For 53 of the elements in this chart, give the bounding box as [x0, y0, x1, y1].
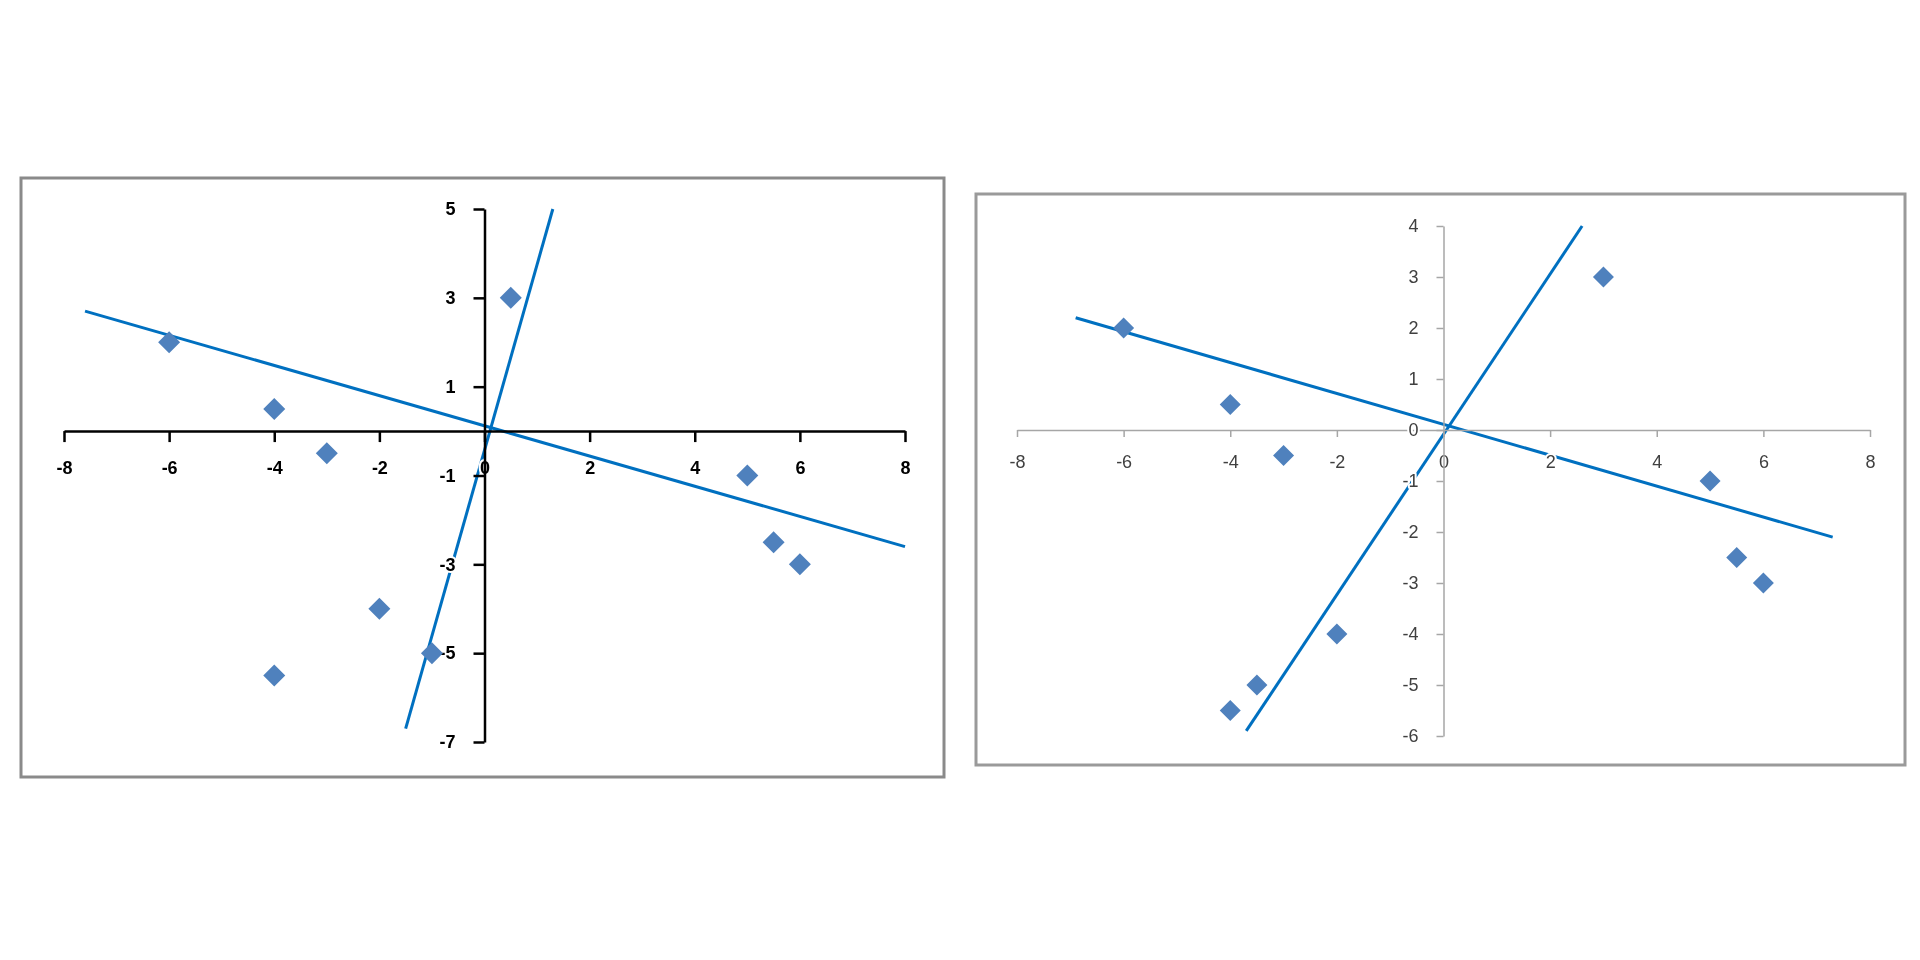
- x-tick-label: -8: [56, 457, 73, 478]
- point: [499, 286, 522, 309]
- y-tick-label: -6: [1402, 726, 1419, 747]
- point: [368, 597, 391, 620]
- point: [1219, 394, 1241, 415]
- x-tick-label: -6: [1116, 451, 1133, 472]
- point: [263, 664, 286, 687]
- x-tick-label: 2: [585, 457, 596, 478]
- y-tick-label: 1: [1408, 369, 1419, 390]
- y-tick-label: 3: [445, 288, 456, 309]
- point: [420, 642, 443, 665]
- point: [788, 553, 811, 576]
- y-tick-label: 4: [1408, 216, 1419, 237]
- y-tick-label: -3: [1402, 573, 1419, 594]
- x-tick-label: -2: [1329, 451, 1346, 472]
- y-tick-label: 2: [1408, 318, 1419, 339]
- point: [1699, 470, 1721, 492]
- y-tick-label: -1: [439, 465, 456, 486]
- y-tick-label: 5: [445, 199, 456, 220]
- x-tick-label: -4: [266, 457, 283, 478]
- x-tick-label: 4: [1652, 451, 1663, 472]
- y-tick-label: -5: [439, 643, 456, 664]
- y-tick-label: 3: [1408, 267, 1419, 288]
- x-tick-label: 8: [900, 457, 911, 478]
- point: [1326, 623, 1348, 645]
- y-tick-label: -7: [439, 732, 456, 753]
- point: [762, 531, 785, 554]
- x-tick-label: -6: [161, 457, 178, 478]
- point: [1113, 317, 1135, 339]
- point: [1752, 572, 1774, 594]
- x-tick-label: 0: [1438, 451, 1450, 472]
- point: [263, 397, 286, 420]
- x-tick-label: 6: [795, 457, 806, 478]
- point: [736, 464, 759, 487]
- y-tick-label: -2: [1402, 522, 1419, 543]
- point: [1726, 547, 1748, 568]
- y-tick-label: -4: [1402, 624, 1419, 645]
- x-tick-label: 6: [1758, 451, 1769, 472]
- y-tick-label: 0: [1408, 420, 1419, 441]
- x-tick-label: -2: [371, 457, 388, 478]
- y-tick-label: -5: [1402, 675, 1419, 696]
- point: [1246, 674, 1268, 696]
- x-tick-label: -8: [1009, 451, 1026, 472]
- x-tick-label: -4: [1222, 451, 1239, 472]
- point: [158, 331, 181, 354]
- x-tick-label: 2: [1545, 451, 1556, 472]
- point: [315, 442, 338, 465]
- point: [1273, 445, 1295, 466]
- x-tick-label: 4: [690, 457, 701, 478]
- point: [1592, 266, 1614, 288]
- y-tick-label: 1: [445, 376, 456, 397]
- point: [1219, 700, 1241, 721]
- x-tick-label: 8: [1865, 451, 1876, 472]
